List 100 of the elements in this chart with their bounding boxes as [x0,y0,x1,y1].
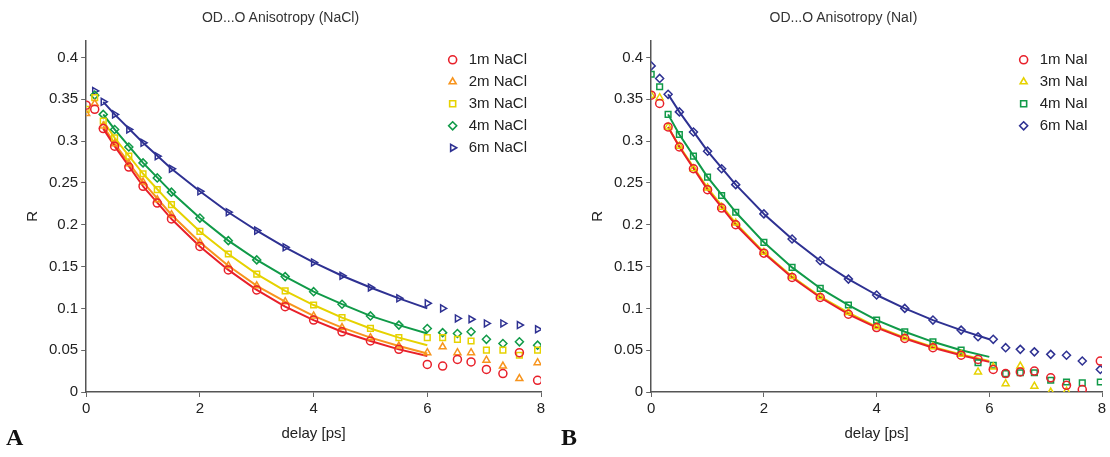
point [1030,381,1039,389]
y-axis-title: R [588,210,606,222]
point [109,124,120,135]
point [424,299,433,308]
point [124,162,134,172]
point [309,311,318,319]
point [466,347,476,356]
point [166,187,177,197]
legend-label: 3m NaI [1039,71,1089,89]
y-tick-label: 0.35 [613,89,644,107]
point [716,163,727,174]
point [702,146,713,156]
point [423,334,431,342]
point [515,373,524,382]
point [1078,379,1086,387]
point [153,194,162,203]
y-tick-label: 0.2 [622,214,644,232]
point [1000,342,1011,353]
point [1096,378,1102,386]
point [154,151,163,161]
point [339,271,347,280]
point [126,125,134,134]
point [152,198,163,208]
point [439,334,447,342]
point [308,315,319,325]
point [195,241,205,252]
point [280,301,290,312]
point [337,327,347,337]
x-axis-title: delay [ps] [844,424,909,442]
point [197,187,205,196]
point [483,319,492,328]
point [437,361,448,371]
point [974,359,982,367]
point [98,109,108,120]
y-tick-label: 0.05 [613,340,644,358]
y-tick-label: 0 [69,382,79,400]
x-tick-label: 4 [872,399,881,417]
point [534,346,541,354]
y-tick-label: 0.1 [57,298,79,316]
point [280,271,290,282]
point [514,347,525,358]
point [166,214,177,224]
point [253,270,261,278]
point [366,324,375,333]
y-tick-label: 0.15 [48,256,79,274]
legend-label: 4m NaCl [468,115,528,133]
point [468,315,476,324]
point [140,138,148,148]
point [111,134,119,142]
x-tick-label: 0 [647,399,656,417]
point [367,283,376,292]
point [718,191,726,200]
point [873,316,881,324]
point [1077,384,1088,392]
y-tick-label: 0.1 [622,298,644,316]
point [91,94,99,102]
point [532,375,541,386]
point [124,142,134,152]
point [928,315,938,325]
point [422,323,433,334]
x-tick-label: 4 [309,399,318,417]
point [282,243,290,252]
point [91,86,100,96]
point [254,226,262,235]
point [654,98,665,109]
point [225,208,234,217]
point [481,364,492,375]
point [89,104,100,115]
point [498,368,508,379]
point [1015,344,1026,355]
point [973,354,983,365]
x-tick-label: 6 [423,399,432,417]
point [815,255,825,266]
point [337,299,347,309]
point [844,301,852,309]
point [152,173,163,183]
point [224,260,233,269]
point [308,286,319,297]
point [929,338,937,346]
point [973,332,983,342]
legend-label: 2m NaCl [468,71,528,89]
point [453,335,462,343]
y-tick-label: 0 [634,382,644,400]
point [167,209,176,218]
point [900,303,910,314]
point [663,89,673,100]
point [1062,378,1071,386]
y-tick-label: 0.4 [622,47,644,65]
x-tick-label: 6 [985,399,994,417]
point [454,314,463,323]
point [281,287,289,295]
point [730,220,741,230]
point [533,357,541,366]
point [167,201,176,209]
point [99,121,108,129]
point [787,234,797,244]
y-tick-label: 0.4 [57,47,79,65]
point [482,355,491,363]
point [366,332,375,341]
point [423,347,432,356]
